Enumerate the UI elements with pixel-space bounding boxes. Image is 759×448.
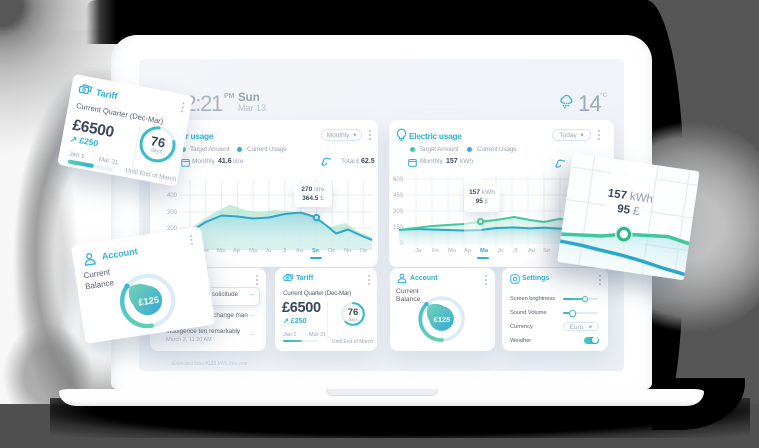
svg-text:300: 300 <box>393 209 404 215</box>
svg-text:600: 600 <box>393 177 404 183</box>
svg-text:£125: £125 <box>434 315 451 324</box>
svg-text:£125: £125 <box>138 295 160 308</box>
svg-text:400: 400 <box>167 193 178 199</box>
svg-text:300: 300 <box>167 210 178 216</box>
svg-text:150: 150 <box>393 225 404 231</box>
svg-text:200: 200 <box>167 226 178 232</box>
svg-text:157 kWh: 157 kWh <box>607 188 654 206</box>
svg-text:0: 0 <box>400 241 404 247</box>
svg-text:95 £: 95 £ <box>616 203 640 218</box>
svg-text:450: 450 <box>393 193 404 199</box>
